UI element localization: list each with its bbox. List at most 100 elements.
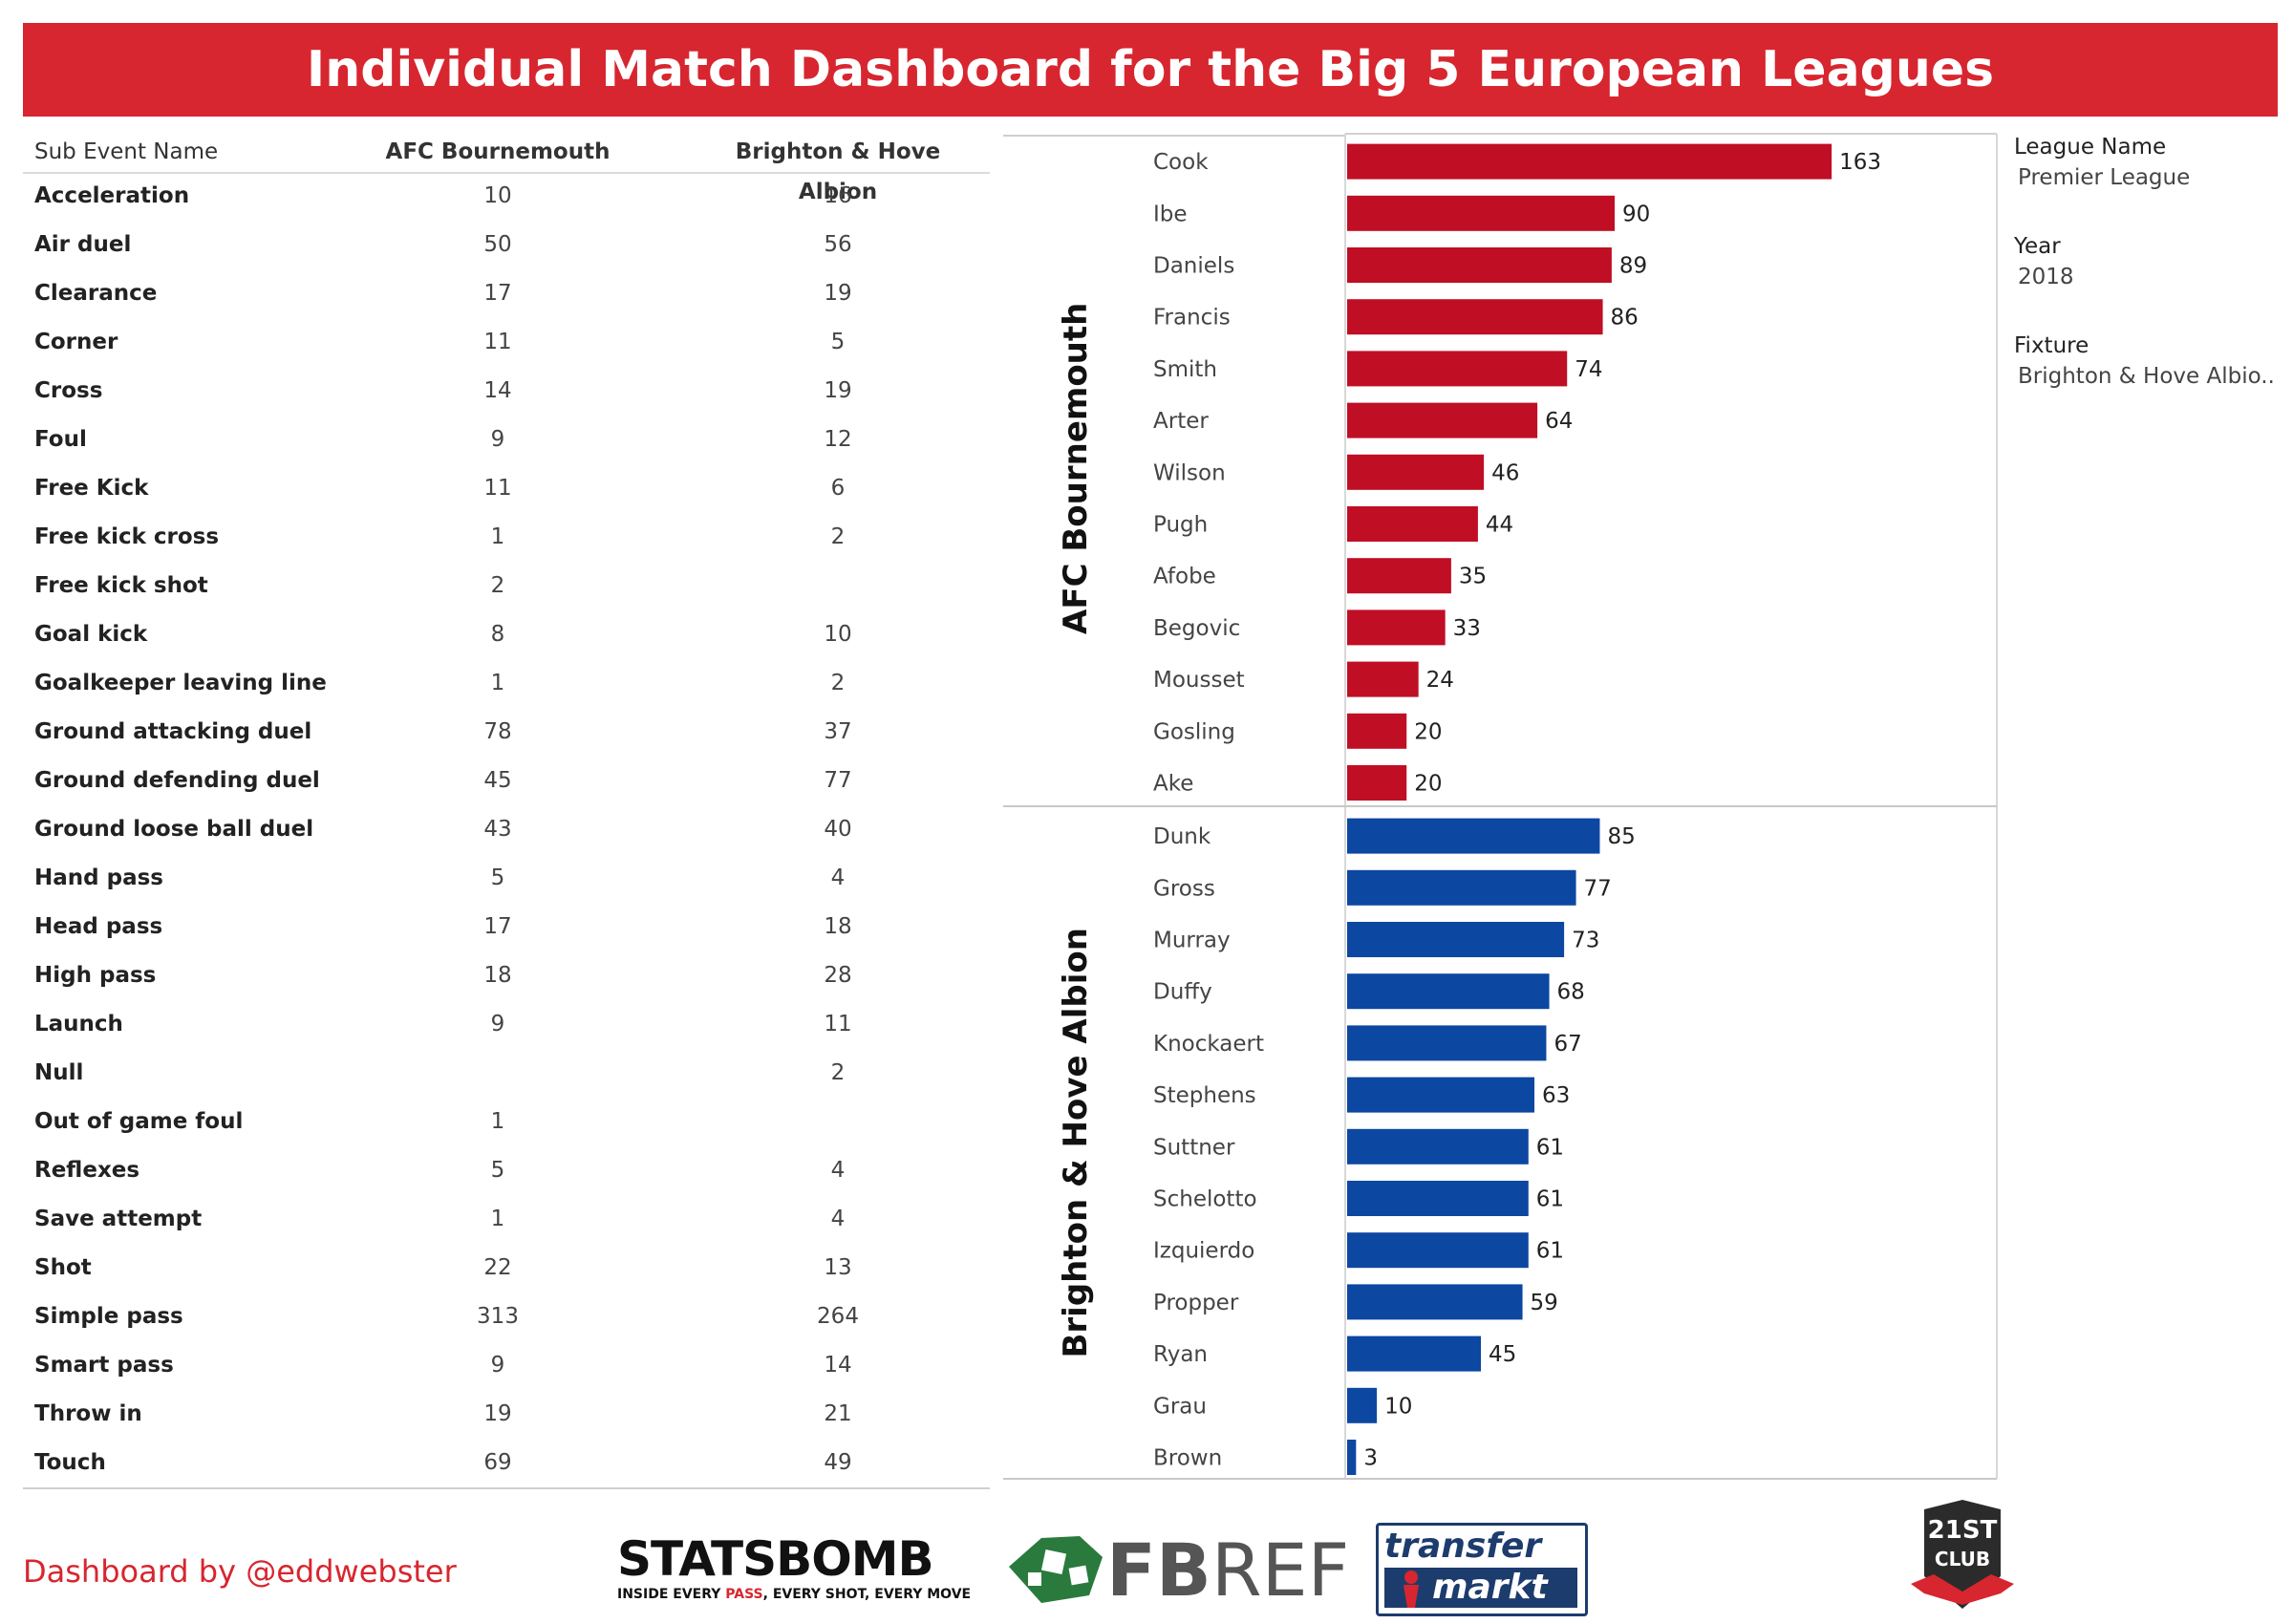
team-a-value: 78 [483, 719, 512, 744]
player-bar[interactable] [1347, 1025, 1547, 1061]
player-label: Propper [1153, 1291, 1239, 1315]
table-row: Null 2 [23, 1049, 990, 1098]
player-label: Dunk [1153, 824, 1211, 849]
bar-value-label: 61 [1536, 1187, 1564, 1212]
sub-event-name: Air duel [34, 232, 132, 257]
team-b-value: 10 [824, 622, 852, 647]
team-b-value: 4 [830, 1207, 846, 1231]
transfermarkt-word-2: markt [1432, 1568, 1548, 1607]
player-label: Cook [1153, 150, 1209, 175]
statsbomb-tagline-highlight: PASS [725, 1587, 763, 1602]
sub-event-name: Acceleration [34, 183, 190, 208]
team-a-value: 11 [483, 476, 512, 501]
player-bar[interactable] [1347, 1440, 1357, 1475]
sub-event-name: Smart pass [34, 1353, 174, 1378]
dashboard-credit: Dashboard by @eddwebster [23, 1553, 457, 1590]
player-bar[interactable] [1347, 506, 1478, 542]
player-bar[interactable] [1347, 402, 1538, 438]
team-b-value: 2 [830, 524, 846, 549]
player-bar[interactable] [1347, 922, 1565, 957]
bar-value-label: 45 [1489, 1342, 1516, 1367]
player-bar[interactable] [1347, 143, 1832, 180]
sub-event-name: Null [34, 1060, 84, 1085]
team-b-value: 18 [824, 914, 852, 939]
team-b-value: 77 [824, 768, 852, 793]
statsbomb-logo: STATSBOMB INSIDE EVERY PASS, EVERY SHOT,… [617, 1532, 971, 1605]
team-a-value: 1 [490, 671, 505, 695]
player-bar[interactable] [1347, 661, 1419, 697]
player-label: Grau [1153, 1394, 1207, 1419]
team-a-value: 50 [483, 232, 512, 257]
player-bar[interactable] [1347, 1284, 1523, 1320]
player-label: Murray [1153, 929, 1231, 953]
player-label: Daniels [1153, 254, 1234, 279]
player-bar[interactable] [1347, 247, 1612, 283]
team-a-value: 1 [490, 524, 505, 549]
sub-event-name: Save attempt [34, 1207, 203, 1231]
table-row: Shot 22 13 [23, 1244, 990, 1293]
team-a-value: 10 [483, 183, 512, 208]
bar-value-label: 90 [1622, 202, 1650, 226]
team-a-value: 2 [490, 573, 505, 598]
team-a-value: 11 [483, 330, 512, 354]
player-bar[interactable] [1347, 1077, 1534, 1113]
team-b-value: 4 [830, 1158, 846, 1183]
sub-event-name: Shot [34, 1255, 92, 1280]
table-row: Reflexes 5 4 [23, 1146, 990, 1195]
year-filter-value[interactable]: 2018 [2018, 265, 2074, 289]
table-row: Free Kick 11 6 [23, 464, 990, 513]
player-label: Pugh [1153, 513, 1208, 538]
fixture-filter-value[interactable]: Brighton & Hove Albio.. [2018, 364, 2275, 389]
table-row: Clearance 17 19 [23, 269, 990, 318]
player-bar[interactable] [1347, 351, 1568, 387]
team-b-value: 2 [830, 671, 846, 695]
table-row: Goal kick 8 10 [23, 610, 990, 659]
table-header-team-a: AFC Bournemouth [385, 139, 611, 164]
player-bar[interactable] [1347, 818, 1600, 854]
player-label: Gross [1153, 876, 1215, 901]
bar-value-label: 86 [1611, 306, 1639, 331]
player-bar[interactable] [1347, 1181, 1529, 1216]
team-b-value: 6 [830, 476, 846, 501]
team-axis-label: AFC Bournemouth [1057, 303, 1095, 634]
table-bottom-divider [23, 1487, 990, 1489]
player-label: Schelotto [1153, 1187, 1257, 1212]
sub-event-name: Simple pass [34, 1304, 183, 1329]
team-a-value: 43 [483, 817, 512, 842]
sub-event-name: Free Kick [34, 476, 149, 501]
player-bar[interactable] [1347, 713, 1407, 749]
player-bar[interactable] [1347, 454, 1485, 490]
team-a-value: 313 [477, 1304, 519, 1329]
player-label: Afobe [1153, 565, 1216, 589]
player-bar[interactable] [1347, 1128, 1529, 1165]
year-filter-label: Year [2014, 234, 2061, 259]
player-label: Stephens [1153, 1083, 1256, 1108]
player-bar[interactable] [1347, 765, 1407, 801]
table-header-team-b: Brighton & Hove Albion [735, 139, 941, 204]
fixture-filter-label: Fixture [2014, 333, 2089, 358]
table-row: Acceleration 10 16 [23, 172, 990, 221]
player-bar[interactable] [1347, 299, 1603, 335]
league-filter-label: League Name [2014, 135, 2167, 160]
player-bar[interactable] [1347, 869, 1576, 906]
sub-event-name: Ground attacking duel [34, 719, 312, 744]
player-bar[interactable] [1347, 558, 1451, 594]
dashboard-title: Individual Match Dashboard for the Big 5… [306, 41, 1995, 98]
team-b-value: 4 [830, 865, 846, 890]
bar-value-label: 35 [1459, 565, 1487, 589]
team-b-value: 19 [824, 281, 852, 306]
title-bar: Individual Match Dashboard for the Big 5… [23, 23, 2278, 117]
team-a-value: 17 [483, 914, 512, 939]
table-row: Ground attacking duel 78 37 [23, 708, 990, 757]
player-bar[interactable] [1347, 1387, 1378, 1423]
table-row: Air duel 50 56 [23, 221, 990, 269]
player-bar[interactable] [1347, 1336, 1481, 1372]
bar-value-label: 67 [1554, 1032, 1581, 1057]
player-bar[interactable] [1347, 609, 1446, 646]
league-filter-value[interactable]: Premier League [2018, 165, 2191, 190]
player-label: Arter [1153, 409, 1209, 434]
player-bar[interactable] [1347, 195, 1615, 231]
player-bar[interactable] [1347, 1232, 1529, 1269]
player-bar[interactable] [1347, 973, 1550, 1010]
team-b-value: 21 [824, 1401, 852, 1426]
